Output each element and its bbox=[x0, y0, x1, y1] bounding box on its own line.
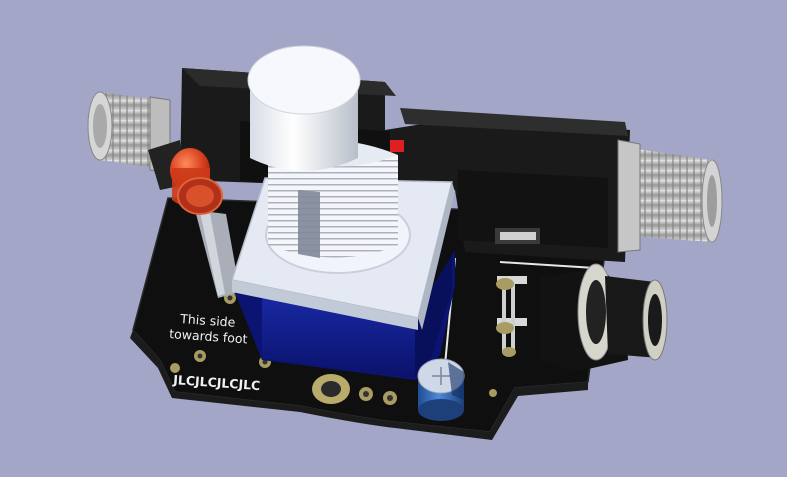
silkscreen-text: This side towards foot JLCJLCJLCJLC bbox=[169, 311, 261, 393]
pcb-pads bbox=[170, 292, 497, 405]
silk-note-line2: towards foot bbox=[169, 326, 248, 346]
red-indicator bbox=[390, 140, 404, 152]
silk-order-mark: JLCJLCJLCJLC bbox=[172, 372, 261, 393]
led-indicator bbox=[170, 148, 240, 298]
footswitch bbox=[231, 45, 455, 380]
silk-note-line1: This side bbox=[179, 311, 236, 330]
electrolytic-capacitor bbox=[417, 358, 465, 421]
right-audio-jack bbox=[617, 139, 723, 253]
dc-power-jack bbox=[496, 263, 668, 372]
